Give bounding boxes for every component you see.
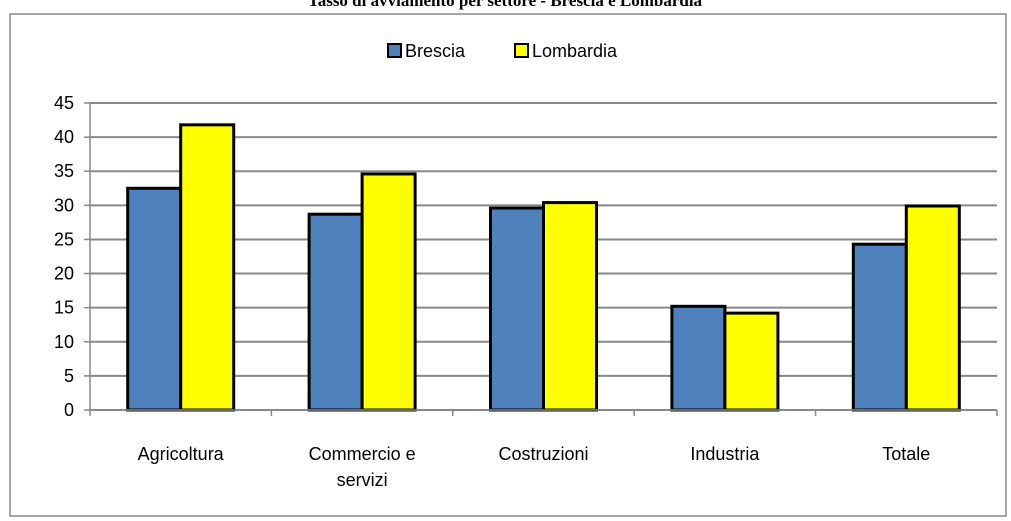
- legend-swatch: [514, 43, 529, 58]
- bar: [307, 212, 364, 412]
- y-tick-label: 40: [54, 127, 74, 147]
- legend-swatch: [387, 43, 402, 58]
- y-tick-label: 45: [54, 93, 74, 113]
- legend-label: Brescia: [405, 41, 466, 61]
- y-tick-label: 35: [54, 161, 74, 181]
- bar: [904, 204, 961, 412]
- bar: [179, 123, 236, 412]
- bar: [360, 172, 417, 412]
- y-tick-label: 20: [54, 264, 74, 284]
- y-tick-label: 25: [54, 229, 74, 249]
- bar: [851, 242, 908, 412]
- y-tick-label: 30: [54, 195, 74, 215]
- bar: [670, 304, 727, 412]
- bar: [542, 201, 598, 412]
- y-tick-label: 10: [54, 332, 74, 352]
- chart-title: Tasso di avviamento per settore - Bresci…: [308, 0, 703, 10]
- y-tick-label: 5: [64, 366, 74, 386]
- legend-label: Lombardia: [532, 41, 618, 61]
- x-tick-label: Costruzioni: [498, 444, 589, 464]
- y-tick-label: 15: [54, 298, 74, 318]
- x-tick-label: Agricoltura: [137, 444, 224, 464]
- x-tick-label: Industria: [690, 444, 760, 464]
- y-tick-label: 0: [64, 400, 74, 420]
- bar: [723, 311, 780, 412]
- bar: [489, 206, 545, 412]
- x-tick-label: Totale: [882, 444, 931, 464]
- x-tick-label: Commercio e servizi: [308, 444, 416, 490]
- bar: [126, 186, 183, 412]
